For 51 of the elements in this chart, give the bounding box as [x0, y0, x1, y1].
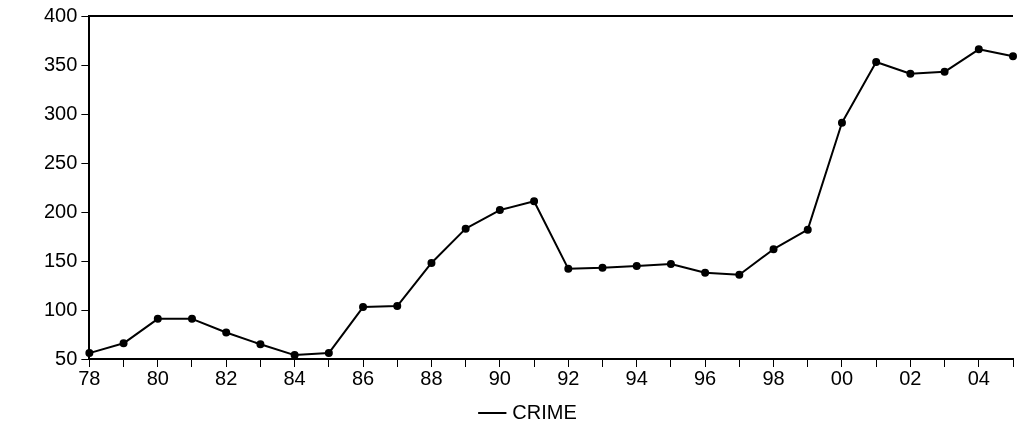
point	[974, 45, 983, 54]
point	[359, 303, 368, 312]
x-tick-label: 02	[899, 366, 922, 389]
y-tick-label: 100	[43, 297, 78, 320]
point	[837, 118, 846, 127]
point	[530, 197, 539, 206]
point	[495, 206, 504, 215]
point	[564, 264, 573, 273]
x-tick-label: 94	[625, 366, 648, 389]
point	[769, 245, 778, 254]
point	[1009, 52, 1017, 61]
y-tick-label: 250	[43, 150, 78, 173]
point	[119, 339, 128, 348]
x-tick-label: 96	[694, 366, 717, 389]
point	[872, 58, 881, 67]
point	[735, 270, 744, 279]
point	[393, 302, 402, 311]
y-tick-label: 350	[43, 52, 78, 75]
point	[461, 224, 470, 233]
point	[188, 314, 196, 323]
point	[324, 349, 333, 358]
x-tick-label: 78	[78, 366, 101, 389]
y-tick-label: 50	[55, 346, 78, 369]
x-tick-label: 04	[967, 366, 990, 389]
legend-label: CRIME	[512, 400, 577, 423]
y-tick-label: 150	[43, 248, 78, 271]
point	[701, 268, 710, 277]
y-tick-label: 300	[43, 101, 78, 124]
x-tick-label: 90	[488, 366, 511, 389]
point	[598, 263, 607, 272]
point	[803, 225, 812, 234]
x-tick-label: 84	[283, 366, 306, 389]
x-tick-label: 98	[762, 366, 785, 389]
x-tick-label: 00	[830, 366, 854, 389]
x-tick-label: 86	[351, 366, 375, 389]
point	[222, 328, 231, 337]
point	[427, 258, 436, 267]
point	[940, 67, 949, 76]
point	[906, 69, 915, 78]
x-tick-label: 80	[146, 366, 169, 389]
point	[85, 349, 94, 358]
point	[666, 259, 675, 268]
point	[290, 351, 299, 359]
x-tick-label: 88	[420, 366, 443, 389]
x-tick-label: 82	[215, 366, 238, 389]
x-tick-label: 92	[557, 366, 580, 389]
point	[153, 314, 162, 323]
point	[256, 340, 265, 349]
y-tick-label: 200	[43, 199, 78, 222]
y-tick-label: 400	[43, 3, 78, 26]
point	[632, 261, 641, 270]
